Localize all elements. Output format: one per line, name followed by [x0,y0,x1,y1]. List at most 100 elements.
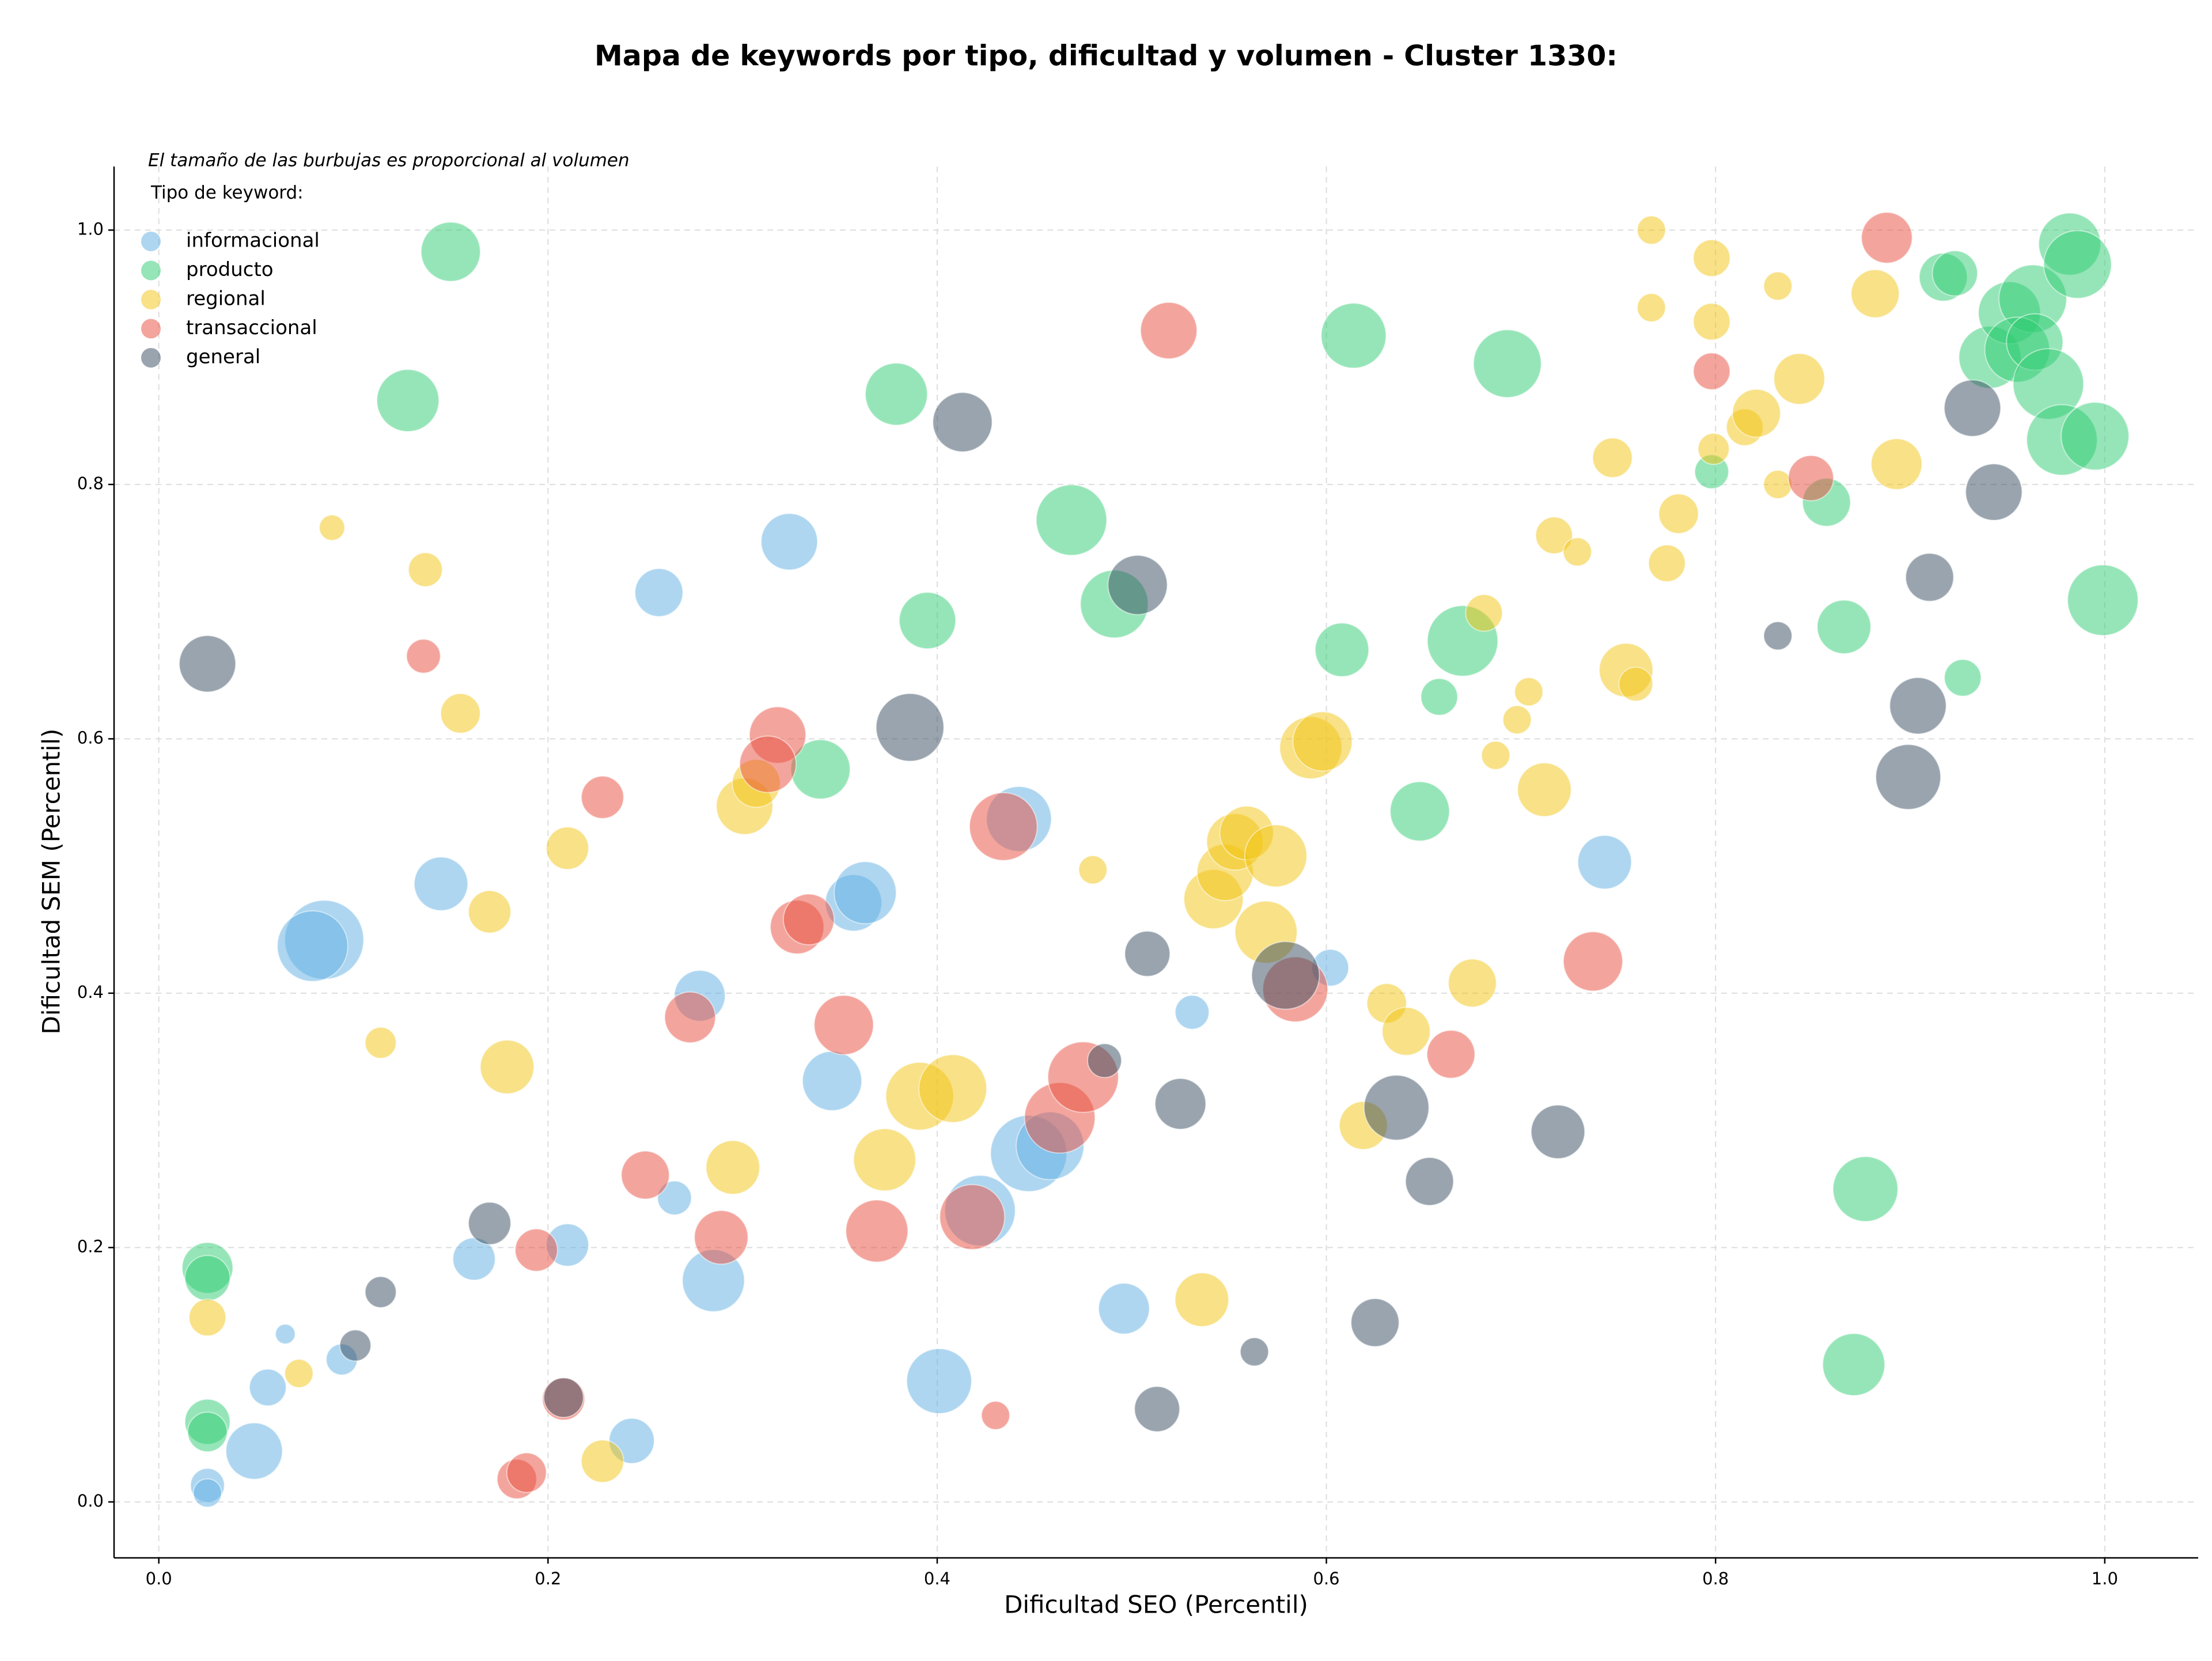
bubble [664,991,717,1043]
bubble [364,1276,397,1308]
bubble [875,693,945,762]
bubble [1465,593,1503,632]
bubble [899,592,957,650]
bubble [440,693,481,734]
bubble [1763,621,1793,651]
x-tick-label: 0.6 [1313,1569,1340,1588]
bubble [865,362,928,426]
x-tick-label: 0.8 [1702,1569,1729,1588]
bubble [420,221,481,282]
bubble [1448,958,1497,1008]
bubble [468,890,512,934]
bubble [1350,1297,1400,1348]
legend-label: general [186,346,260,369]
bubble [1420,678,1459,716]
bubble [1240,1337,1270,1367]
bubble [1658,493,1699,534]
bubble [1697,433,1730,466]
bubble [506,1452,547,1493]
bubble [1404,1156,1455,1206]
bubble [581,1439,624,1483]
bubble [1965,463,2023,521]
bubble [1381,1007,1431,1056]
legend-label: regional [186,287,266,311]
bubble [179,635,237,693]
bubble [845,1199,909,1263]
bubble [1832,1156,1899,1223]
x-tick-label: 0.2 [535,1569,561,1588]
bubble [1175,994,1210,1030]
bubble [1244,824,1308,888]
bubble [187,1412,228,1452]
chart-title: Mapa de keywords por tipo, dificultad y … [594,40,1618,73]
bubble [853,1128,916,1191]
bubble [932,392,993,453]
bubble [1816,599,1872,654]
bubble [802,1050,862,1111]
bubble [1315,622,1370,678]
x-axis-label: Dificultad SEO (Percentil) [1004,1591,1308,1619]
bubble [1035,484,1108,556]
y-tick-label: 0.6 [77,728,104,747]
bubble [413,856,469,911]
bubble [1531,1104,1586,1160]
bubble [906,1348,972,1414]
bubble [1124,930,1171,977]
bubble [408,552,443,588]
bubble [1562,537,1592,567]
legend-marker [141,319,161,339]
bubble [275,1323,296,1345]
y-axis-label: Dificultad SEM (Percentil) [37,729,66,1035]
bubble [543,1377,584,1418]
bubble [1174,1272,1229,1327]
bubble [918,1054,987,1123]
bubble [1078,855,1108,885]
bubble [1592,437,1633,478]
bubble [1870,438,1923,490]
bubble [1931,250,1978,297]
legend-label: producto [186,258,274,281]
bubble [276,910,349,982]
legend-label: transaccional [186,316,317,339]
bubble [2061,402,2130,471]
bubble [1944,659,1982,697]
legend-label: informacional [186,229,320,252]
y-tick-label: 0.8 [77,474,104,493]
bubble [1822,1333,1885,1397]
bubble [225,1422,283,1480]
bubble [1514,677,1544,707]
bubble [760,513,819,571]
bubble [1763,470,1793,500]
bubble [249,1368,287,1407]
bubble [406,638,441,674]
bubble [1251,941,1320,1010]
bubble [1692,352,1731,391]
bubble [1107,554,1168,615]
bubble [1637,293,1666,323]
bubble [192,1478,222,1508]
bubble [1502,705,1532,735]
series [188,215,1923,1483]
bubble [1154,1077,1207,1130]
x-tick-label: 1.0 [2092,1569,2118,1588]
bubble [1577,834,1633,890]
bubble [1692,302,1731,341]
legend-marker [141,290,161,309]
bubble [705,1140,760,1195]
bubble [1861,211,1913,264]
bubble [739,735,797,793]
bubble [319,514,346,541]
bubble [620,1150,670,1200]
bubble [634,567,684,618]
bubble [2067,564,2139,636]
legend-marker [141,348,161,368]
y-tick-label: 0.2 [77,1236,104,1256]
x-tick-label: 0.0 [146,1569,172,1588]
bubble [1134,1386,1180,1432]
bubble [1889,676,1947,735]
bubble [1363,1074,1430,1141]
bubble [514,1228,558,1272]
bubble [376,369,440,433]
bubble [834,861,897,925]
